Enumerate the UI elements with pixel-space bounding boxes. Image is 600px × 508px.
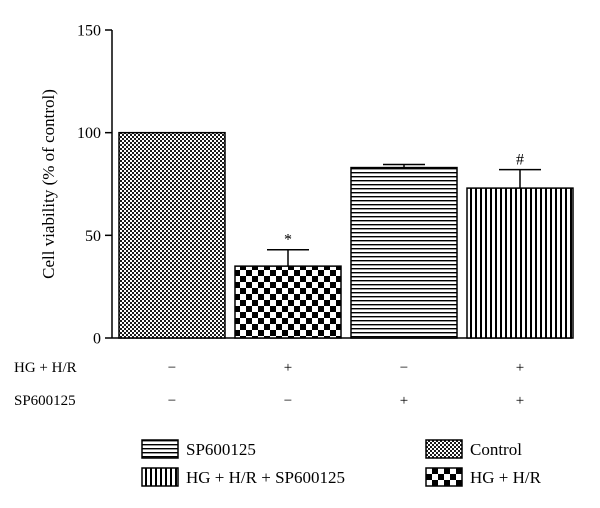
- y-axis-label: Cell viability (% of control): [39, 89, 58, 279]
- y-ticks: 0 50 100 150: [77, 23, 112, 348]
- condition-rows: HG + H/R − + − + SP600125 − − + +: [14, 360, 524, 409]
- condition-sign: −: [284, 393, 292, 409]
- bar-2: [350, 166, 458, 339]
- condition-sign: +: [516, 393, 524, 409]
- condition-sign: +: [400, 393, 408, 409]
- y-tick-label: 0: [93, 331, 101, 348]
- condition-row-label: SP600125: [14, 393, 76, 409]
- legend: SP600125 Control HG + H/R + SP600125 HG + H…: [141, 439, 542, 487]
- bar-0: [118, 131, 226, 339]
- condition-row-label: HG + H/R: [14, 360, 77, 376]
- legend-swatch: [141, 439, 179, 459]
- condition-sign: −: [168, 393, 176, 409]
- legend-swatch: [141, 467, 179, 487]
- y-tick-label: 100: [77, 125, 101, 142]
- y-tick-label: 50: [85, 228, 101, 245]
- legend-entry-label: HG + H/R: [470, 468, 542, 487]
- legend-entry-label: SP600125: [186, 440, 256, 459]
- significance-mark-1: *: [284, 232, 292, 249]
- condition-sign: −: [168, 360, 176, 376]
- y-tick-label: 150: [77, 23, 101, 40]
- legend-swatch: [425, 467, 463, 487]
- significance-mark-3: #: [516, 152, 524, 169]
- bar-1: [234, 265, 342, 339]
- bar-3: [466, 187, 574, 339]
- legend-swatch: [425, 439, 463, 459]
- legend-entry-label: Control: [470, 440, 522, 459]
- condition-sign: −: [400, 360, 408, 376]
- condition-sign: +: [516, 360, 524, 376]
- bars: *#: [118, 131, 574, 339]
- condition-sign: +: [284, 360, 292, 376]
- legend-entry-label: HG + H/R + SP600125: [186, 468, 345, 487]
